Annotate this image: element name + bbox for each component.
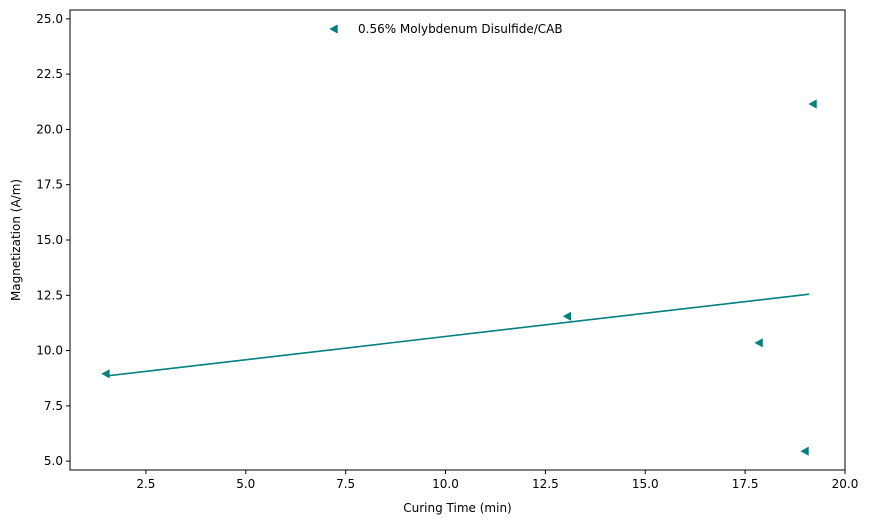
x-axis-label: Curing Time (min) <box>403 501 511 515</box>
y-tick-label: 12.5 <box>36 288 63 302</box>
x-tick-label: 7.5 <box>336 477 355 491</box>
axes-frame <box>69 9 846 471</box>
y-tick-label: 15.0 <box>36 233 63 247</box>
data-point <box>754 338 763 348</box>
plot-area <box>101 99 817 456</box>
x-tick-label: 10.0 <box>432 477 459 491</box>
y-tick-label: 17.5 <box>36 178 63 192</box>
x-tick-label: 20.0 <box>832 477 859 491</box>
y-tick-label: 10.0 <box>36 344 63 358</box>
y-tick-label: 22.5 <box>36 67 63 81</box>
y-tick-label: 7.5 <box>44 399 63 413</box>
data-point <box>101 369 110 379</box>
x-tick-label: 15.0 <box>632 477 659 491</box>
x-tick-label: 12.5 <box>532 477 559 491</box>
y-tick-label: 20.0 <box>36 122 63 136</box>
y-axis-label: Magnetization (A/m) <box>9 179 23 301</box>
x-tick-label: 5.0 <box>236 477 255 491</box>
data-point <box>562 311 572 321</box>
y-tick-label: 25.0 <box>36 12 63 26</box>
x-tick-label: 2.5 <box>136 477 155 491</box>
legend: 0.56% Molybdenum Disulfide/CAB <box>329 22 563 36</box>
legend-label: 0.56% Molybdenum Disulfide/CAB <box>358 22 563 36</box>
trend-line <box>105 293 810 377</box>
data-point <box>800 446 809 456</box>
data-point <box>808 99 817 109</box>
y-axis: 5.0 7.5 10.0 12.5 15.0 17.5 20.0 22.5 25.0 <box>36 12 70 468</box>
x-tick-label: 17.5 <box>732 477 759 491</box>
legend-marker <box>329 24 338 34</box>
y-tick-label: 5.0 <box>44 454 63 468</box>
x-axis: 2.5 5.0 7.5 10.0 12.5 15.0 17.5 20.0 <box>136 470 858 491</box>
